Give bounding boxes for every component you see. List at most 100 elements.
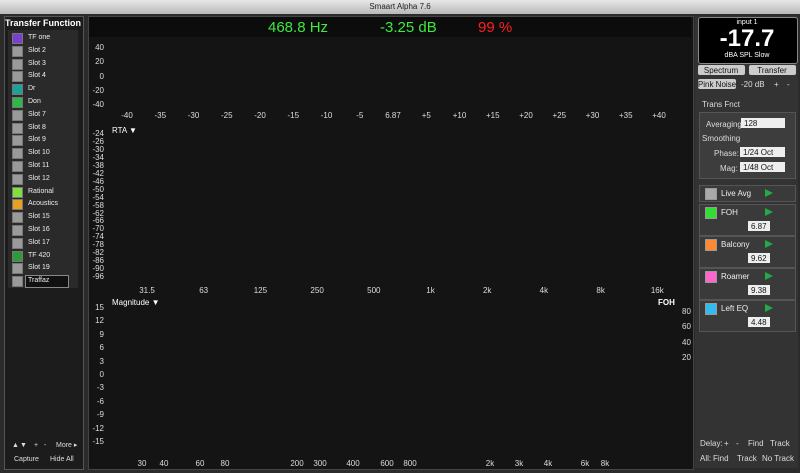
generator-plus[interactable]: + [774,80,779,89]
slot-label[interactable]: Slot 12 [28,174,50,182]
list-control[interactable]: - [44,442,47,449]
slot-icon[interactable] [12,148,23,160]
slot-icon[interactable] [12,33,23,44]
phase-field[interactable] [740,147,785,157]
slot-label[interactable]: Rational [28,187,54,195]
trace-name[interactable]: Roamer [721,272,750,281]
x-tick-label: -30 [187,111,200,120]
sidebar-button[interactable]: Hide All [50,456,74,463]
slot-icon[interactable] [12,276,23,288]
trace-play[interactable] [765,189,773,197]
mag-field[interactable] [740,162,785,172]
slot-label[interactable]: Slot 7 [28,110,46,118]
slot-icon[interactable] [12,109,23,121]
slot-label[interactable]: Slot 8 [28,123,46,131]
all-control[interactable]: No Track [762,454,795,463]
slot-label[interactable]: Slot 2 [28,46,46,54]
slot-label[interactable]: Slot 9 [28,136,46,144]
mode-button-label[interactable]: Spectrum [703,66,739,75]
generator-minus[interactable]: - [787,80,790,89]
slot-label[interactable]: Slot 16 [28,226,50,233]
delay-control[interactable]: - [736,439,739,448]
generator-label[interactable]: Pink Noise [697,80,737,89]
trace-swatch[interactable] [705,303,717,315]
x-tick-label: +10 [452,111,467,120]
list-control[interactable]: + [34,442,39,449]
trace-name[interactable]: Left EQ [721,304,749,313]
phase-value[interactable]: 1/24 Oct [743,148,774,157]
trace-swatch[interactable] [705,188,717,200]
slot-label[interactable]: Acoustics [28,200,58,208]
slot-icon[interactable] [12,84,23,96]
slot-icon[interactable] [12,199,23,211]
slot-label[interactable]: Don [28,98,41,105]
slot-label[interactable]: Traffaz [28,277,50,285]
slot-icon[interactable] [12,173,23,185]
all-control[interactable]: Track [737,454,757,463]
slot-icon[interactable] [12,135,23,147]
slot-label[interactable]: Slot 19 [28,264,50,272]
slot-icon[interactable] [12,71,23,83]
y-tick-label: 9 [99,329,104,339]
trace-swatch[interactable] [705,239,717,251]
averaging-value[interactable]: 128 [744,119,758,128]
slot-icon[interactable] [12,212,23,224]
x-tick-label: 30 [137,459,147,468]
slot-icon[interactable] [12,186,23,198]
sidebar-button[interactable]: Capture [14,456,39,463]
slot-icon[interactable] [12,45,23,57]
slot-icon[interactable] [12,225,23,236]
slot-icon[interactable] [12,97,23,108]
slot-icon[interactable] [12,250,23,262]
slot-label[interactable]: Slot 17 [28,238,50,246]
trace-delay: 9.62 [751,254,767,263]
y-tick-label: -24 [92,129,104,138]
mode-select[interactable]: Trans Fnct [702,100,740,109]
trace-name[interactable]: FOH [721,208,738,217]
slot-icon[interactable] [12,237,23,249]
generator-button[interactable] [698,79,736,89]
trace-name[interactable]: Live Avg [721,189,752,198]
mode-button[interactable] [749,65,796,75]
slot-label[interactable]: Slot 4 [28,72,46,80]
trace-play[interactable] [765,304,773,312]
trace-swatch[interactable] [705,207,717,219]
slot-label[interactable]: Slot 3 [28,59,46,67]
trace-play[interactable] [765,240,773,248]
slot-label[interactable]: TF one [28,34,51,41]
delay-field [748,285,770,295]
x-tick-label: -35 [154,111,167,120]
x-tick-label: 200 [290,459,304,468]
delay-field [748,253,770,263]
mode-button-label[interactable]: Transfer [757,66,787,75]
delay-control[interactable]: Find [748,439,764,448]
y-tick-label: 20 [95,57,104,67]
list-control[interactable]: ▼ [20,442,27,449]
slot-label[interactable]: Dr [28,85,36,93]
trace-name[interactable]: Balcony [721,240,750,249]
delay-control[interactable]: + [724,439,729,448]
all-control[interactable]: Find [713,454,729,463]
y-tick-label: -86 [92,256,104,266]
averaging-field[interactable] [741,118,785,128]
slot-label[interactable]: Slot 10 [28,149,50,157]
slot-label[interactable]: Slot 11 [28,162,50,169]
trace-play[interactable] [765,208,773,216]
mag-value[interactable]: 1/48 Oct [743,163,774,172]
trace-play[interactable] [765,272,773,280]
y-tick-label: -58 [92,200,104,210]
trace-label: FOH [658,298,675,307]
delay-control[interactable]: Track [770,439,790,448]
slot-icon[interactable] [12,263,23,275]
list-control[interactable]: More ▸ [56,442,78,449]
slot-label[interactable]: TF 420 [28,251,51,259]
mode-button[interactable] [698,65,745,75]
trace-swatch[interactable] [705,271,717,283]
list-control[interactable]: ▲ [12,442,19,449]
slot-icon[interactable] [12,122,23,134]
slot-icon[interactable] [12,58,23,70]
slot-icon[interactable] [12,161,23,172]
slot-label[interactable]: Slot 15 [28,213,50,221]
meter [698,17,798,64]
sidebar-title: Transfer Function [4,18,82,28]
